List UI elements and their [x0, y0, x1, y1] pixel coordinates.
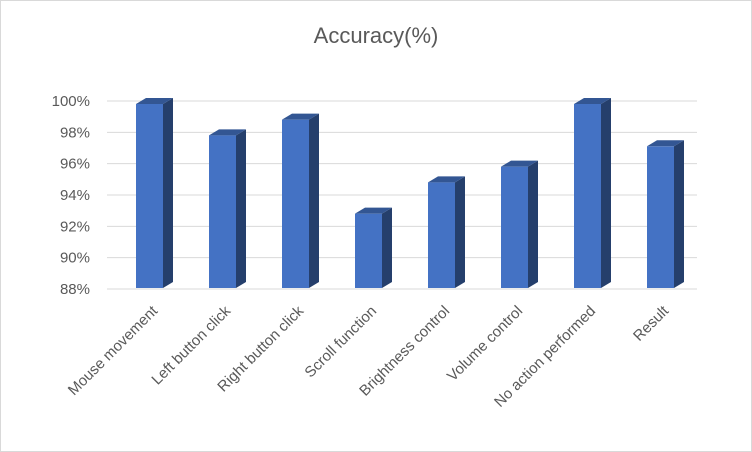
y-tick-label: 98% — [60, 124, 90, 141]
bar-front — [647, 146, 674, 288]
bar-top — [209, 129, 246, 136]
y-tick-label: 90% — [60, 250, 90, 267]
bar-side — [601, 98, 611, 288]
y-tick-label: 96% — [60, 156, 90, 173]
chart-title: Accuracy(%) — [314, 23, 439, 48]
bar-front — [501, 166, 528, 288]
bar-top — [282, 113, 319, 120]
bar-side — [236, 129, 246, 288]
bar-top — [428, 176, 465, 183]
bar-front — [136, 104, 163, 288]
bar-front — [282, 119, 309, 289]
bar-top — [574, 98, 611, 104]
bar-top — [501, 160, 538, 167]
bar-top — [355, 207, 392, 214]
bar-side — [309, 113, 319, 289]
bar-side — [382, 207, 392, 288]
bar-top — [136, 98, 173, 104]
bar-side — [674, 140, 684, 288]
y-tick-label: 88% — [60, 281, 90, 298]
y-tick-label: 92% — [60, 218, 90, 235]
bar-front — [209, 135, 236, 288]
y-tick-label: 100% — [52, 93, 90, 110]
bar-front — [428, 182, 455, 288]
bar-side — [163, 98, 173, 288]
bar-side — [455, 176, 465, 288]
bar-side — [528, 160, 538, 288]
bar-front — [355, 213, 382, 288]
bar-top — [647, 140, 684, 147]
y-tick-label: 94% — [60, 187, 90, 204]
bar-front — [574, 104, 601, 288]
